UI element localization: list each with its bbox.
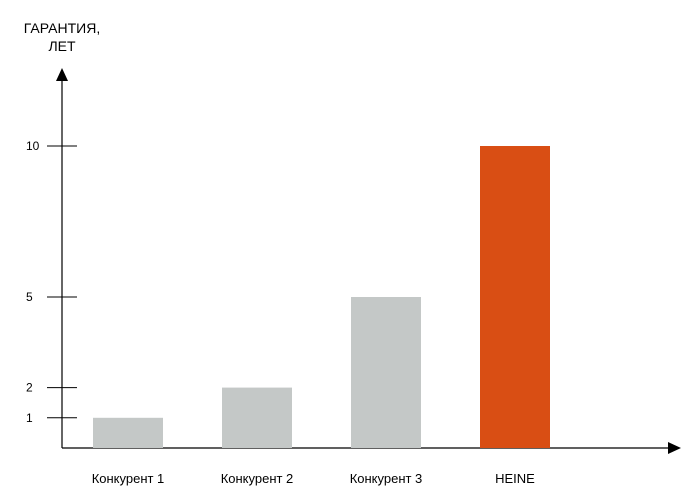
x-axis-arrow-icon bbox=[668, 442, 681, 454]
category-labels: Конкурент 1 Конкурент 2 Конкурент 3 HEINE bbox=[92, 471, 535, 486]
bar bbox=[222, 387, 292, 448]
category-label: Конкурент 1 bbox=[92, 471, 165, 486]
category-label: HEINE bbox=[495, 471, 535, 486]
y-axis-title-line-1: ГАРАНТИЯ, bbox=[24, 20, 100, 36]
y-tick-label: 1 bbox=[26, 411, 33, 425]
bar bbox=[93, 417, 163, 448]
y-ticks: 1 2 5 10 bbox=[26, 139, 77, 425]
bars bbox=[93, 146, 550, 448]
y-tick-label: 5 bbox=[26, 290, 33, 304]
y-tick-label: 2 bbox=[26, 381, 33, 395]
y-axis-arrow-icon bbox=[56, 68, 68, 81]
bar bbox=[480, 146, 550, 448]
category-label: Конкурент 3 bbox=[350, 471, 423, 486]
y-axis-title-line-2: ЛЕТ bbox=[48, 38, 76, 54]
category-label: Конкурент 2 bbox=[221, 471, 294, 486]
y-axis-title: ГАРАНТИЯ, ЛЕТ bbox=[24, 20, 100, 54]
bar bbox=[351, 297, 421, 448]
y-tick-label: 10 bbox=[26, 139, 40, 153]
